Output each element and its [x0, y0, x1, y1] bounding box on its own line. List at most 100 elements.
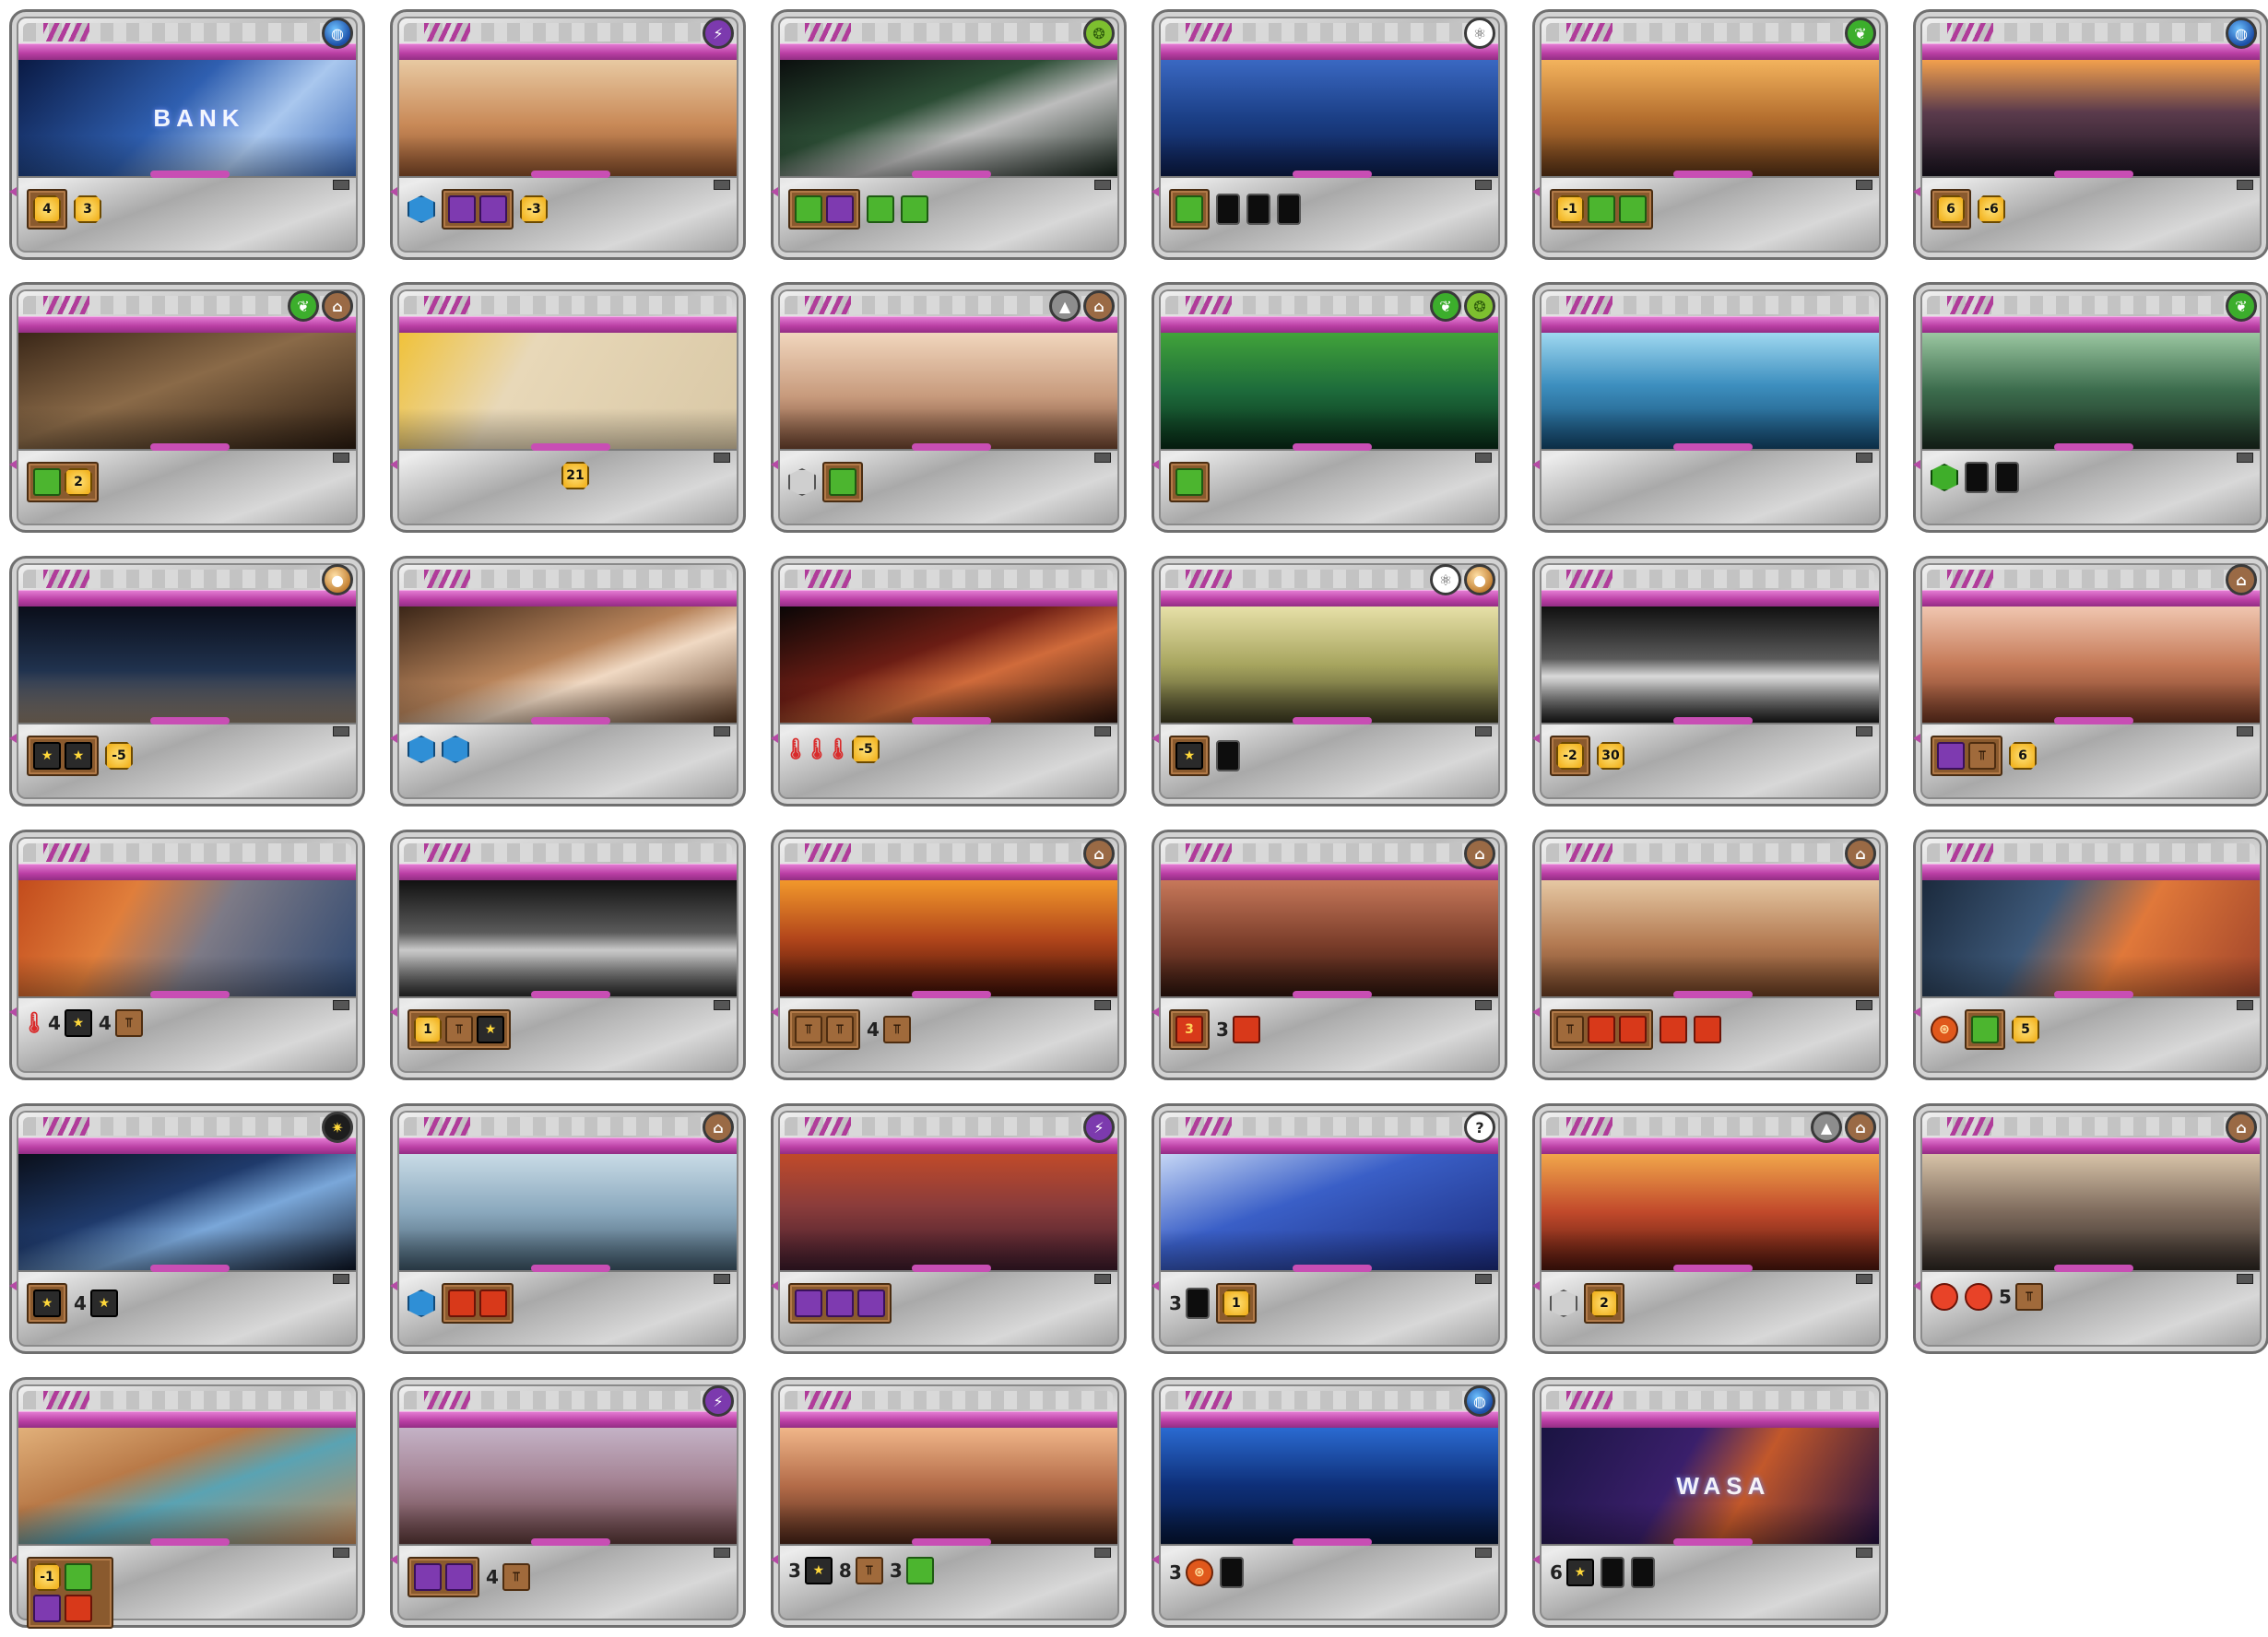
project-card[interactable]: ▲ ⌂ 2 — [1532, 1103, 1888, 1354]
card-frame-top — [23, 570, 351, 588]
project-card[interactable] — [1532, 282, 1888, 533]
project-card[interactable]: 21 — [390, 282, 746, 533]
production-box — [822, 462, 863, 502]
mc-icon: 1 — [1222, 1290, 1250, 1317]
card-title-bar — [780, 1411, 1117, 1429]
requirement-flag — [9, 734, 17, 743]
set-badge-icon — [333, 726, 349, 736]
card-artwork — [399, 60, 737, 178]
energy-icon — [1937, 742, 1965, 770]
card-title-bar — [780, 1137, 1117, 1155]
card-frame-top — [23, 843, 351, 862]
resource-count: 8 ⫪ — [839, 1557, 883, 1584]
requirement-flag — [1152, 1555, 1159, 1564]
card-tags: ⚡ — [703, 18, 734, 49]
card-title-bar — [1161, 316, 1498, 334]
project-card[interactable] — [390, 556, 746, 807]
project-card[interactable]: ⚡ -3 — [390, 9, 746, 260]
set-badge-icon — [1475, 726, 1492, 736]
project-card[interactable]: ⌂ 5 ⫪ — [1913, 1103, 2268, 1354]
card-type-pill — [531, 1265, 610, 1272]
project-card[interactable]: ⌂ ⫪ 6 — [1913, 556, 2268, 807]
earth-tag-icon: ◍ — [2226, 18, 2257, 49]
titanium-icon: ★ — [804, 1557, 833, 1584]
requirement-flag — [390, 460, 397, 469]
project-card[interactable]: 🌡 🌡 🌡 -5 — [771, 556, 1127, 807]
building-tag-icon: ⌂ — [1464, 838, 1495, 869]
project-card[interactable]: ⚛ ● ★ — [1152, 556, 1507, 807]
card-frame-top — [23, 296, 351, 314]
card-artwork — [1542, 333, 1879, 451]
project-card[interactable]: ⚡ — [771, 1103, 1127, 1354]
project-card[interactable]: ❦ -1 — [1532, 9, 1888, 260]
card-artwork — [18, 1154, 356, 1272]
card-title-bar — [1161, 864, 1498, 881]
card-title-bar — [1542, 316, 1879, 334]
project-card[interactable]: ⚡ 4 ⫪ — [390, 1377, 746, 1628]
production-box: ⫪ ⫪ — [788, 1009, 860, 1050]
project-card[interactable]: ⌂ 3 3 — [1152, 830, 1507, 1080]
plant-icon — [1971, 1016, 1999, 1043]
resource-count: 4 ⫪ — [486, 1563, 530, 1591]
card-effects: 2 — [27, 462, 348, 502]
card-effects: ⫪ ⫪ 4 ⫪ — [788, 1009, 1109, 1050]
project-card[interactable]: ⌂ ⫪ — [1532, 830, 1888, 1080]
project-card[interactable]: BANK ◍ 4 3 — [9, 9, 365, 260]
steel-icon: ⫪ — [855, 1557, 883, 1584]
requirement-flag — [771, 1007, 778, 1017]
card-tags: ⌂ — [1083, 838, 1115, 869]
requirement-flag — [9, 1281, 17, 1290]
project-card[interactable]: ❦ — [1913, 282, 2268, 533]
card-frame-top — [404, 570, 732, 588]
project-card[interactable]: ◍ 3 ⊛ — [1152, 1377, 1507, 1628]
building-tag-icon: ⌂ — [2226, 564, 2257, 595]
project-card[interactable]: ◍ 6 -6 — [1913, 9, 2268, 260]
project-card[interactable]: WASA 6 ★ — [1532, 1377, 1888, 1628]
card-title-bar — [1161, 1411, 1498, 1429]
project-card[interactable]: ❦ ❂ — [1152, 282, 1507, 533]
card-artwork — [1922, 60, 2260, 178]
card-type-pill — [150, 171, 230, 178]
requirement-flag — [1152, 187, 1159, 196]
card-frame-top — [785, 23, 1113, 41]
card-title-bar — [1922, 316, 2260, 334]
count-value: 4 — [98, 1012, 112, 1034]
project-card[interactable]: 1 ⫪ ★ — [390, 830, 746, 1080]
card-artwork — [1161, 60, 1498, 178]
plant-icon — [795, 195, 822, 223]
project-card[interactable]: ⚛ — [1152, 9, 1507, 260]
project-card[interactable]: 🌡 4 ★ 4 ⫪ — [9, 830, 365, 1080]
building-tag-icon: ⌂ — [2226, 1112, 2257, 1143]
card-type-pill — [1293, 717, 1372, 724]
project-card[interactable]: -2 30 — [1532, 556, 1888, 807]
project-card[interactable]: ● ★ ★ -5 — [9, 556, 365, 807]
project-card[interactable]: ⌂ ⫪ ⫪ 4 ⫪ — [771, 830, 1127, 1080]
temp-icon: 🌡 — [21, 1011, 47, 1035]
project-card[interactable]: ▲ ⌂ — [771, 282, 1127, 533]
project-card[interactable]: ? 3 1 — [1152, 1103, 1507, 1354]
production-box — [788, 189, 860, 230]
project-card[interactable]: ⌂ — [390, 1103, 746, 1354]
card-frame-top — [1165, 1117, 1494, 1136]
card-type-pill — [1673, 717, 1753, 724]
project-card[interactable]: ❦ ⌂ 2 — [9, 282, 365, 533]
project-card[interactable]: 3 ★ 8 ⫪ 3 — [771, 1377, 1127, 1628]
project-card[interactable]: ✷ ★ 4 ★ — [9, 1103, 365, 1354]
set-badge-icon — [1094, 1548, 1111, 1558]
card-type-pill — [531, 171, 610, 178]
card-effects: 🌡 4 ★ 4 ⫪ — [21, 1009, 348, 1037]
city-tag-icon: ▲ — [1049, 290, 1081, 322]
project-card[interactable]: -1 — [9, 1377, 365, 1629]
building-tag-icon: ⌂ — [322, 290, 353, 322]
project-card[interactable]: ❂ — [771, 9, 1127, 260]
set-badge-icon — [714, 1000, 730, 1010]
resource-count: 4 ★ — [48, 1009, 92, 1037]
project-card[interactable]: ⊛ 5 — [1913, 830, 2268, 1080]
production-box: -1 — [27, 1557, 113, 1629]
set-badge-icon — [2237, 726, 2253, 736]
card-frame-top — [404, 843, 732, 862]
card-title-bar — [780, 316, 1117, 334]
card-title-bar — [18, 1137, 356, 1155]
card-res-icon — [1219, 1557, 1244, 1588]
